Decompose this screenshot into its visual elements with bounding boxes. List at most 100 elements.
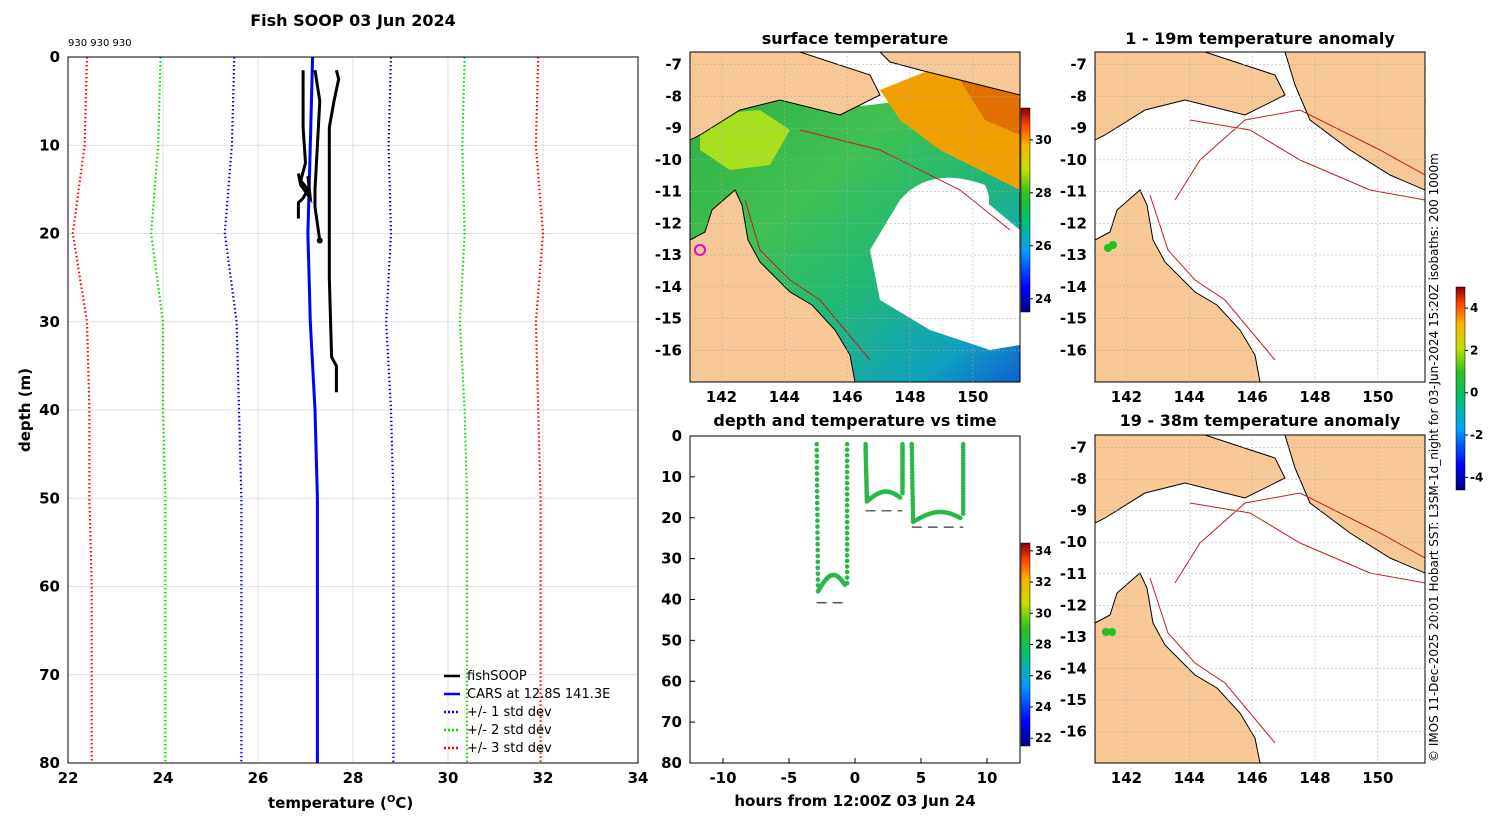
depth-time-point [844, 553, 850, 558]
sst-map: surface temperature 142 144 146 148 150 -7 -8 -… [655, 29, 1052, 406]
depth-time-point [844, 558, 850, 564]
map-y-tick-label: -13 [1060, 628, 1087, 646]
colorbar-tick-label: 28 [1035, 186, 1052, 200]
depth-time-point [844, 497, 850, 503]
y-tick-label: 40 [39, 401, 60, 419]
map-x-tick-label: 146 [1236, 769, 1267, 787]
profile-chart-title: Fish SOOP 03 Jun 2024 [250, 11, 456, 30]
profile-series [71, 57, 545, 763]
depth-time-point [844, 503, 850, 508]
map-x-tick-label: 142 [1111, 769, 1142, 787]
depth-time-point [897, 495, 903, 500]
depth-time-point [844, 530, 850, 536]
depth-time-point [815, 553, 820, 559]
map-y-tick-label: -10 [655, 151, 682, 169]
map-x-tick-label: 144 [1174, 769, 1205, 787]
depth-time-point [814, 489, 820, 494]
depth-time-point [814, 441, 819, 447]
depth-time-point [844, 464, 850, 469]
dt-y-tick-label: 40 [661, 591, 682, 609]
dt-x-tick-label: -5 [781, 769, 798, 787]
profile-axes-frame [67, 56, 639, 764]
map-y-tick-label: -13 [1060, 246, 1087, 264]
colorbar-tick-label: 30 [1035, 133, 1052, 147]
depth-time-chart: depth and temperature vs time -10 -5 0 5 10 0… [661, 411, 1052, 810]
x-tick-label: 30 [438, 769, 459, 787]
y-tick-label: 50 [39, 489, 60, 507]
dt-y-tick-label: 30 [661, 550, 682, 568]
series-fishsoop-cast-3 [296, 70, 310, 219]
map-y-tick-label: -14 [1060, 278, 1087, 296]
y-tick-label: 0 [50, 48, 60, 66]
y-tick-label: 80 [39, 754, 60, 772]
dt-y-tick-label: 20 [661, 509, 682, 527]
anomaly-map-shallow-title: 1 - 19m temperature anomaly [1125, 29, 1395, 48]
map-y-tick-label: -15 [1060, 310, 1087, 328]
depth-time-point [844, 441, 850, 447]
anomaly-map-shallow: 1 - 19m temperature anomaly 142 144 146 148… [1060, 29, 1426, 406]
depth-time-point [844, 547, 850, 553]
anomaly-colorbar [1455, 286, 1466, 491]
land-cape-york [690, 189, 856, 382]
depth-time-point [815, 536, 820, 541]
map-y-tick-label: -7 [1070, 56, 1087, 74]
depth-time-point [814, 447, 820, 453]
x-tick-label: 28 [343, 769, 364, 787]
depth-time-point [960, 441, 966, 447]
x-tick-label: 22 [58, 769, 79, 787]
map-y-tick-label: -10 [1060, 533, 1087, 551]
colorbar-tick-label: 30 [1035, 606, 1052, 620]
map-y-tick-label: -8 [1070, 87, 1087, 105]
depth-time-ticks: -10 -5 0 5 10 0 10 20 30 40 50 60 70 80 [661, 427, 997, 787]
depth-time-point [844, 514, 850, 519]
map-y-tick-label: -12 [1060, 214, 1087, 232]
map-y-tick-label: -13 [655, 246, 682, 264]
cast-end-marker [316, 237, 323, 244]
profile-chart-annotation: 930 930 930 [68, 38, 132, 49]
sst-map-title: surface temperature [762, 29, 949, 48]
map-x-tick-label: 150 [1362, 388, 1393, 406]
map-x-tick-label: 150 [957, 388, 988, 406]
map-y-tick-label: -14 [655, 278, 682, 296]
dt-y-tick-label: 10 [661, 468, 682, 486]
map-y-tick-label: -7 [1070, 439, 1087, 457]
depth-time-colorbar-ticks: 34 32 30 28 26 24 22 [1030, 544, 1052, 745]
map-y-tick-label: -8 [665, 87, 682, 105]
depth-time-point [844, 536, 850, 541]
anomaly-map-deep-frame [1094, 434, 1426, 764]
anomaly-map-deep-title: 19 - 38m temperature anomaly [1120, 411, 1401, 430]
depth-time-point [844, 458, 850, 464]
colorbar-tick-label: 28 [1035, 638, 1052, 652]
map-y-tick-label: -11 [655, 183, 682, 201]
legend-entry-fishsoop: fishSOOP [467, 669, 527, 684]
depth-time-point [815, 518, 820, 523]
map-y-tick-label: -7 [665, 56, 682, 74]
depth-time-point [815, 506, 820, 512]
colorbar-tick-label: 2 [1470, 343, 1478, 357]
map-y-tick-label: -16 [655, 341, 682, 359]
dt-y-tick-label: 60 [661, 672, 682, 690]
series-fishsoop [327, 69, 341, 393]
depth-time-frame [689, 435, 1021, 764]
map-x-tick-label: 144 [1174, 388, 1205, 406]
depth-time-point [814, 477, 820, 482]
map-y-tick-label: -16 [1060, 722, 1087, 740]
map-x-tick-label: 150 [1362, 769, 1393, 787]
depth-time-point [814, 494, 820, 500]
depth-time-point [815, 565, 821, 571]
colorbar-tick-label: 4 [1470, 301, 1478, 315]
depth-time-point [844, 569, 850, 575]
map-y-tick-label: -11 [1060, 183, 1087, 201]
depth-time-point [958, 515, 963, 521]
profile-grid [67, 56, 639, 764]
map-x-tick-label: 142 [1111, 388, 1142, 406]
colorbar-tick-label: 34 [1035, 544, 1052, 558]
anomaly-map-shallow-frame [1094, 51, 1426, 383]
series--1-std-dev-high- [385, 57, 395, 763]
sst-map-frame [689, 51, 1021, 383]
colorbar-tick-label: -2 [1470, 428, 1483, 442]
series--3-std-dev-high- [534, 57, 545, 763]
sst-colorbar-ticks: 30 28 26 24 [1030, 133, 1052, 306]
map-y-tick-label: -12 [655, 214, 682, 232]
map-y-tick-label: -16 [1060, 341, 1087, 359]
